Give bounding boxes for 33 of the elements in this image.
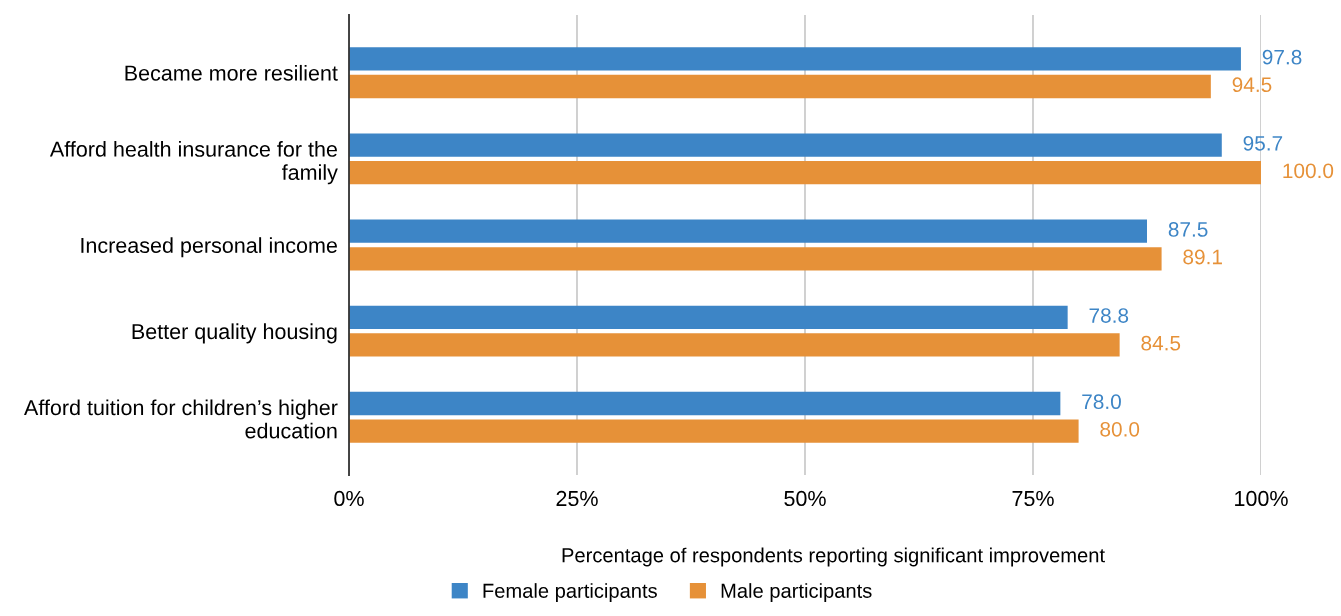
bar [349,305,1068,329]
bar [349,247,1162,271]
bar [349,47,1241,71]
bar [349,333,1120,357]
bar [349,74,1211,99]
data-label: 100.0 [1283,163,1334,179]
data-label: 84.5 [1141,335,1181,351]
x-tick-label: 25% [556,490,598,507]
y-tick-label: Better quality housing [132,323,337,344]
data-label: 78.0 [1082,394,1121,410]
bar [349,419,1079,443]
x-axis-title: Percentage of respondents reporting significant improvement [562,547,1105,567]
x-tick-label: 50% [784,490,826,507]
data-label: 97.8 [1262,49,1302,65]
bar [349,391,1061,416]
bar [349,219,1147,243]
y-tick-label: Afford tuition for children’s higher education [24,399,338,439]
x-tick-label: 100% [1235,490,1288,507]
bar [349,161,1261,185]
data-label: 78.8 [1089,308,1129,323]
x-tick-label: 75% [1012,490,1054,507]
data-label: 89.1 [1183,249,1222,265]
data-label: 95.7 [1243,135,1283,151]
data-label: 87.5 [1168,222,1208,237]
legend-label: Female participants [483,583,657,602]
bar [349,133,1222,157]
legend-label: Male participants [721,583,872,602]
data-label: 94.5 [1232,77,1272,93]
data-label: 80.0 [1100,421,1140,437]
x-tick-label: 0% [334,490,364,507]
y-tick-label: Became more resilient [125,64,338,81]
y-tick-label: Increased personal income [81,237,337,258]
y-tick-label: Afford health insurance for the family [49,141,338,185]
